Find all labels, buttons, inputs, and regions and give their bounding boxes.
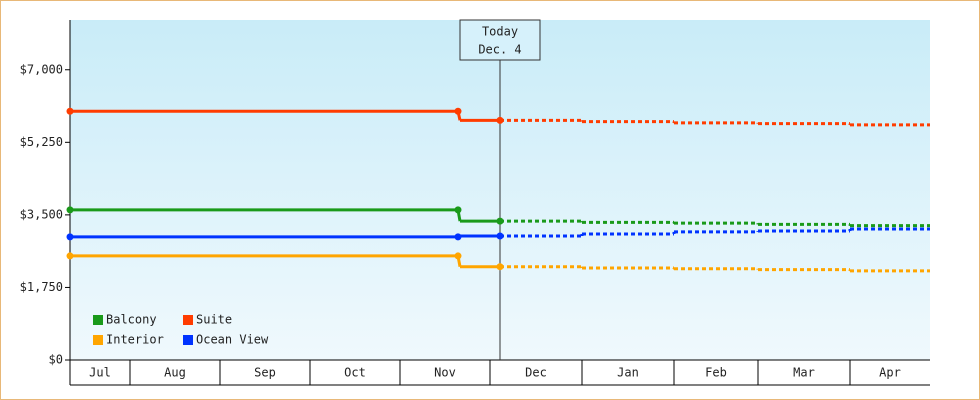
y-tick-label: $1,750 xyxy=(20,280,63,294)
today-label: Today xyxy=(482,25,518,39)
point xyxy=(66,107,74,115)
x-tick-label: Jul xyxy=(89,366,111,380)
x-tick-label: Sep xyxy=(254,366,276,380)
point xyxy=(66,233,74,241)
x-tick-label: Nov xyxy=(434,366,456,380)
today-box xyxy=(459,19,541,61)
point xyxy=(496,263,504,271)
point xyxy=(496,116,504,124)
today-label: Dec. 4 xyxy=(478,43,521,57)
point xyxy=(66,206,74,214)
x-tick-label: Dec xyxy=(525,366,547,380)
x-tick-label: Apr xyxy=(879,366,901,380)
point xyxy=(66,252,74,260)
y-tick-label: $7,000 xyxy=(20,62,63,76)
step-connector xyxy=(456,255,462,267)
y-tick-label: $0 xyxy=(49,353,63,367)
legend-swatch xyxy=(183,335,193,345)
legend-label: Ocean View xyxy=(196,333,269,347)
point xyxy=(496,232,504,240)
y-tick-label: $5,250 xyxy=(20,135,63,149)
legend-label: Suite xyxy=(196,313,232,327)
step-connector xyxy=(456,209,462,222)
point xyxy=(496,217,504,225)
x-tick-label: Jan xyxy=(617,366,639,380)
step-connector xyxy=(457,234,461,239)
x-tick-label: Oct xyxy=(344,366,366,380)
legend-swatch xyxy=(183,315,193,325)
x-tick-label: Feb xyxy=(705,366,727,380)
step-connector xyxy=(456,110,462,121)
legend-label: Interior xyxy=(106,333,164,347)
x-tick-label: Aug xyxy=(164,366,186,380)
legend-swatch xyxy=(93,315,103,325)
legend-swatch xyxy=(93,335,103,345)
x-tick-label: Mar xyxy=(793,366,815,380)
y-tick-label: $3,500 xyxy=(20,207,63,221)
legend-label: Balcony xyxy=(106,313,157,327)
